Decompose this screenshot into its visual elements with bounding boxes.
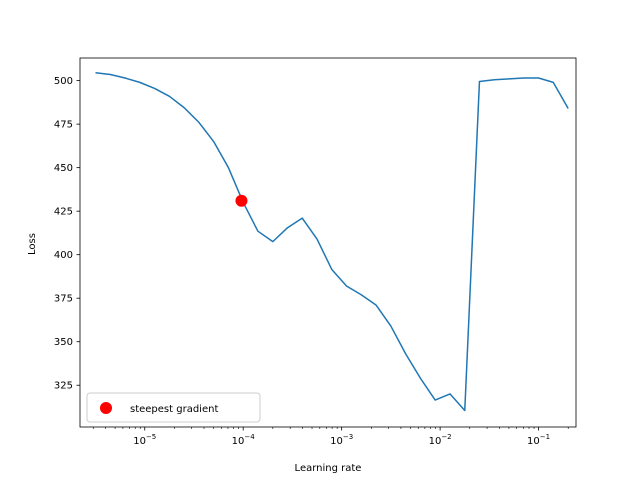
plot-area	[79, 57, 577, 428]
y-tick-label: 450	[54, 163, 73, 174]
x-axis: 10−5 10−4 10−3 10−2 10−1	[92, 427, 569, 447]
legend-box	[86, 392, 261, 423]
x-tick-label: 10−3	[330, 433, 353, 447]
y-tick-label: 325	[54, 381, 73, 392]
series-line-0	[95, 72, 569, 412]
y-axis-label: Loss	[27, 233, 38, 255]
y-tick-label: 500	[54, 76, 73, 87]
y-tick-label: 375	[54, 294, 73, 305]
legend-label: steepest gradient	[130, 404, 218, 415]
steepest-gradient-point	[235, 194, 248, 207]
legend: steepest gradient	[86, 392, 261, 423]
x-tick-label: 10−5	[133, 433, 156, 447]
x-tick-label: 10−4	[232, 433, 256, 447]
x-axis-label: Learning rate	[295, 463, 362, 474]
axes-frame	[79, 57, 577, 428]
x-tick-label: 10−2	[429, 433, 452, 447]
y-tick-label: 425	[54, 207, 73, 218]
y-axis: 325 350 375 400 425 450 475 500	[54, 76, 80, 392]
x-tick-label: 10−1	[527, 433, 550, 447]
y-tick-label: 475	[54, 120, 73, 131]
y-tick-label: 350	[54, 337, 73, 348]
legend-marker	[100, 402, 112, 414]
y-tick-label: 400	[54, 250, 73, 261]
